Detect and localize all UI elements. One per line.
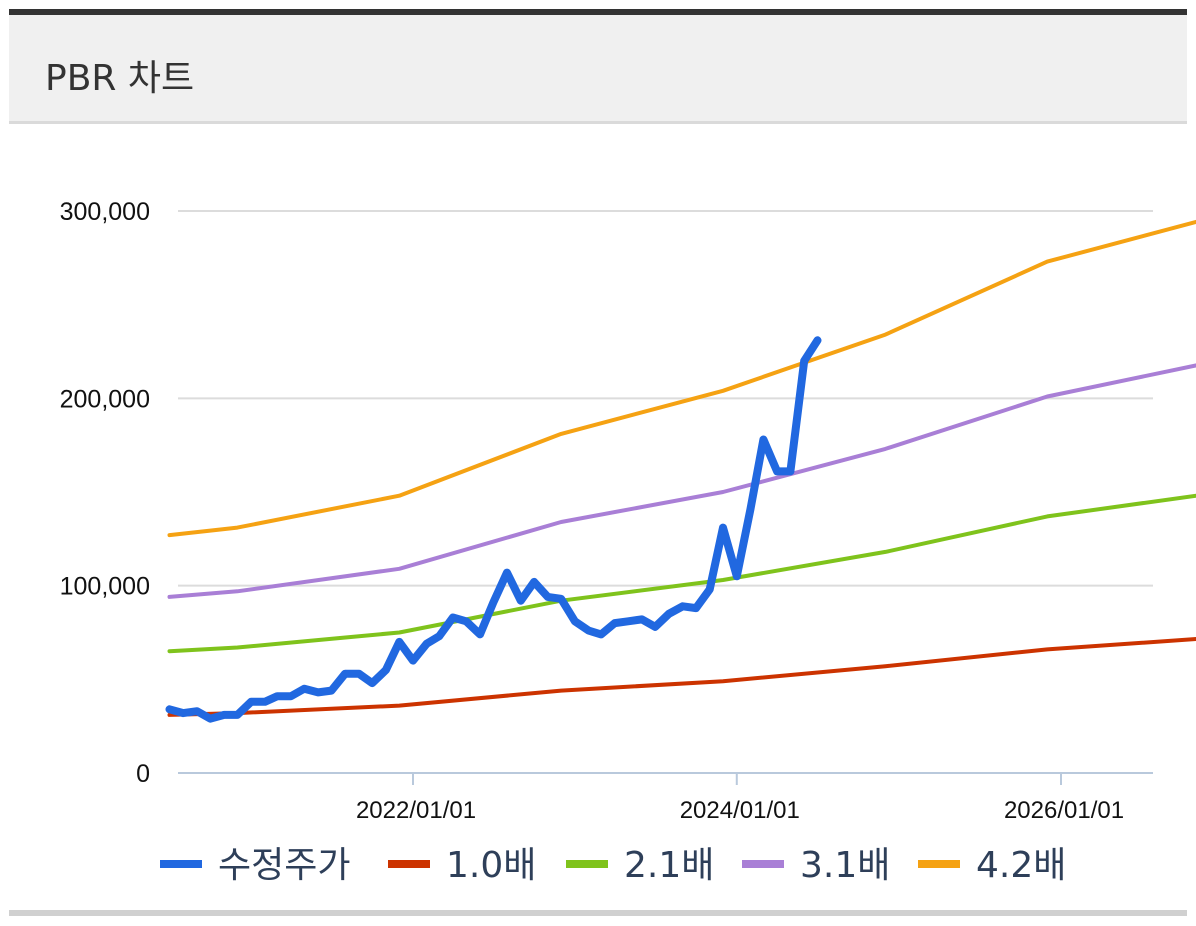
legend-label: 1.0배 [446,845,536,886]
series-line-수정주가 [165,336,822,723]
y-tick-label: 100,000 [60,573,150,601]
series-line-3.1배 [167,363,1196,599]
axes: 0 100,000 200,000 300,000 2022/01/01 2024/01/… [60,198,1153,824]
x-tick-label: 2022/01/01 [356,797,476,824]
legend-label: 2.1배 [624,845,714,886]
grid-lines [178,210,1153,587]
series-line-1.0배 [167,637,1196,717]
legend-label: 수정주가 [218,845,350,886]
series-line-4.2배 [167,219,1196,538]
x-tick-label: 2024/01/01 [680,797,800,824]
series-line-2.1배 [167,493,1196,654]
chart-header: PBR 차트 [9,15,1187,124]
legend: 수정주가 1.0배 2.1배 3.1배 4.2배 [160,845,1066,886]
x-tick-label: 2026/01/01 [1004,797,1124,824]
series-lines [165,219,1196,723]
bottom-border-bar [9,910,1187,916]
y-tick-label: 300,000 [60,198,150,226]
y-tick-label: 200,000 [60,385,150,413]
y-tick-label: 0 [136,760,150,788]
legend-label: 3.1배 [800,845,890,886]
top-border-bar [9,9,1187,15]
page-title: PBR 차트 [45,58,195,99]
legend-label: 4.2배 [976,845,1066,886]
